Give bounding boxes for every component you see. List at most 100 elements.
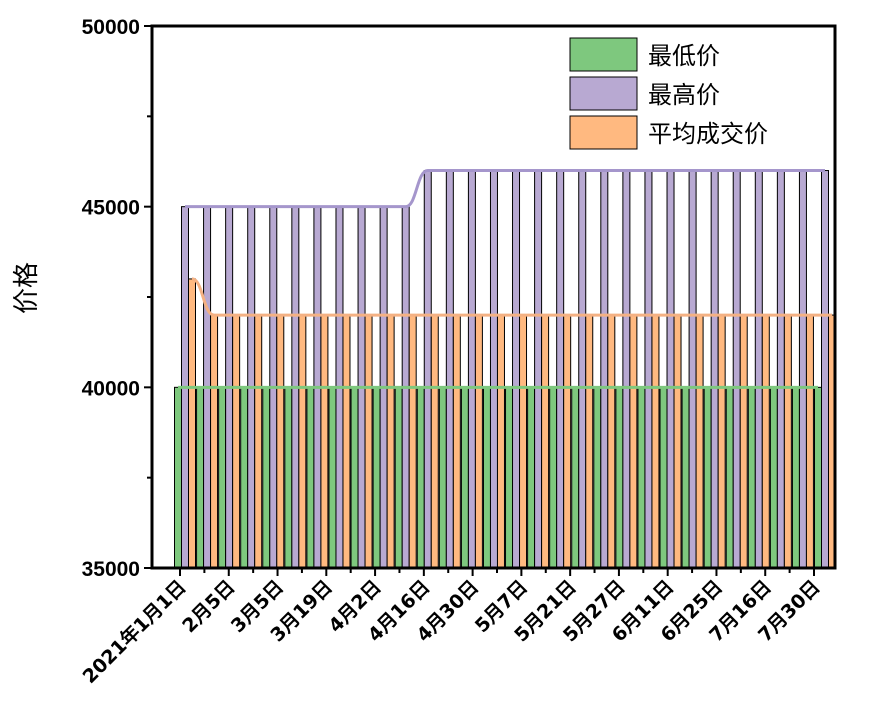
bar-2-21	[622, 170, 631, 569]
bar-1-11	[394, 386, 403, 569]
series-lines-layer	[177, 169, 832, 389]
bar-1-26	[725, 386, 734, 569]
bar-1-4	[240, 386, 249, 569]
bar-1-28	[769, 386, 778, 569]
bar-3-22	[651, 314, 660, 569]
bar-2-25	[710, 170, 719, 569]
bar-3-18	[563, 314, 572, 569]
bar-1-7	[306, 386, 315, 569]
bar-2-16	[512, 170, 521, 569]
bar-3-16	[519, 314, 528, 569]
y-tick-label-1: 35000	[82, 558, 140, 581]
bar-2-18	[556, 170, 565, 569]
legend-swatch-1	[569, 37, 638, 72]
bar-1-6	[284, 386, 293, 569]
bar-2-19	[578, 170, 587, 569]
legend-swatch-2	[569, 76, 638, 111]
bar-3-2	[210, 314, 219, 569]
bar-2-13	[445, 170, 454, 569]
bar-1-25	[703, 386, 712, 569]
bar-3-9	[364, 314, 373, 569]
y-axis: 35000 40000 45000 50000	[82, 16, 152, 581]
bars-layer	[174, 170, 836, 569]
bar-3-10	[386, 314, 395, 569]
bar-1-1	[174, 386, 182, 569]
x-axis: 2021年1月1日2月5日3月5日3月19日4月2日4月16日4月30日5月7日…	[78, 568, 825, 688]
x-tick-label-1: 2021年1月1日	[78, 575, 191, 688]
bar-3-4	[254, 314, 263, 569]
bar-1-13	[438, 386, 447, 569]
bar-3-29	[805, 314, 814, 569]
bar-3-11	[408, 314, 417, 569]
bar-1-21	[615, 386, 624, 569]
bar-3-15	[496, 314, 505, 569]
bar-3-23	[673, 314, 682, 569]
legend-label-2: 最高价	[648, 81, 720, 109]
x-tick-label-2: 2月5日	[178, 576, 239, 637]
y-axis-label: 价格	[12, 262, 42, 314]
bar-1-16	[505, 386, 514, 569]
bar-2-26	[732, 170, 741, 569]
bar-1-15	[482, 386, 491, 569]
bar-3-24	[695, 314, 704, 569]
bar-1-20	[593, 386, 602, 569]
bar-1-12	[416, 386, 425, 569]
bar-3-25	[717, 314, 726, 569]
bar-3-26	[739, 314, 748, 569]
bar-3-12	[430, 314, 439, 569]
bar-1-9	[350, 386, 359, 569]
y-tick-label-4: 50000	[82, 16, 140, 39]
bar-3-19	[585, 314, 594, 569]
bar-1-2	[196, 386, 205, 569]
bar-2-30	[821, 170, 829, 569]
bar-1-17	[527, 386, 536, 569]
bar-3-28	[783, 314, 792, 569]
bar-2-14	[467, 170, 476, 569]
bar-3-7	[320, 314, 329, 569]
bar-3-14	[474, 314, 483, 569]
bar-1-10	[372, 386, 381, 569]
bar-2-28	[776, 170, 785, 569]
bar-2-29	[798, 170, 807, 569]
bar-3-27	[761, 314, 770, 569]
bar-1-24	[681, 386, 690, 569]
bar-1-19	[571, 386, 580, 569]
bar-2-20	[600, 170, 609, 569]
y-tick-label-3: 45000	[82, 197, 140, 220]
bar-1-14	[460, 386, 469, 569]
bar-1-5	[262, 386, 271, 569]
bar-3-6	[298, 314, 307, 569]
bar-1-22	[637, 386, 646, 569]
bar-3-5	[276, 314, 285, 569]
series-line-2	[185, 169, 825, 209]
bar-1-30	[814, 386, 822, 569]
bar-1-27	[747, 386, 756, 569]
bar-2-15	[489, 170, 498, 569]
series-line-3	[191, 277, 832, 317]
bar-3-8	[342, 314, 351, 569]
legend-label-3: 平均成交价	[648, 120, 768, 148]
y-tick-label-2: 40000	[82, 377, 140, 400]
bar-3-1	[188, 278, 196, 569]
bar-3-21	[629, 314, 638, 569]
bar-1-18	[549, 386, 558, 569]
bar-1-29	[791, 386, 800, 569]
bar-2-24	[688, 170, 697, 569]
bar-3-3	[232, 314, 241, 569]
bar-2-17	[534, 170, 543, 569]
legend-label-1: 最低价	[648, 42, 720, 70]
bar-1-23	[659, 386, 668, 569]
bar-3-13	[452, 314, 461, 569]
bar-1-3	[218, 386, 227, 569]
bar-3-17	[541, 314, 550, 569]
bar-2-22	[644, 170, 653, 569]
bar-2-27	[754, 170, 763, 569]
bar-1-8	[328, 386, 337, 569]
legend-swatch-3	[569, 115, 638, 150]
bar-3-20	[607, 314, 616, 569]
bar-2-12	[423, 170, 432, 569]
bar-2-23	[666, 170, 675, 569]
